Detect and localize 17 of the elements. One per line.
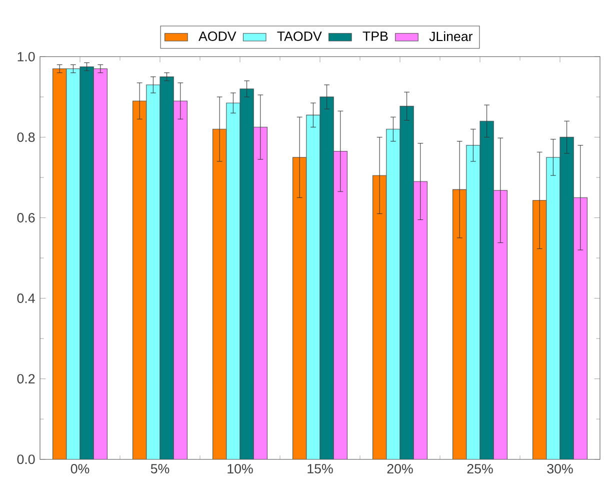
x-tick-label: 30% bbox=[547, 464, 573, 474]
x-tick-label: 0% bbox=[70, 464, 90, 474]
legend-label: AODV bbox=[198, 32, 236, 41]
x-tick-label: 10% bbox=[228, 464, 253, 474]
x-tick-label: 15% bbox=[308, 464, 333, 474]
y-tick-label: 0.4 bbox=[17, 294, 35, 303]
legend-label: TPB bbox=[362, 32, 388, 41]
legend-label: JLinear bbox=[429, 31, 473, 42]
x-tick-label: 25% bbox=[467, 464, 493, 474]
y-tick-label: 0.2 bbox=[17, 374, 35, 384]
x-tick-label: 20% bbox=[387, 464, 413, 474]
y-tick-label: 0.6 bbox=[17, 213, 35, 222]
x-tick-label: 5% bbox=[150, 464, 170, 474]
legend-label: TAODV bbox=[277, 32, 322, 41]
y-tick-label: 0.0 bbox=[17, 454, 35, 464]
y-tick-label: 1.0 bbox=[18, 52, 35, 62]
y-tick-label: 0.8 bbox=[17, 132, 35, 142]
